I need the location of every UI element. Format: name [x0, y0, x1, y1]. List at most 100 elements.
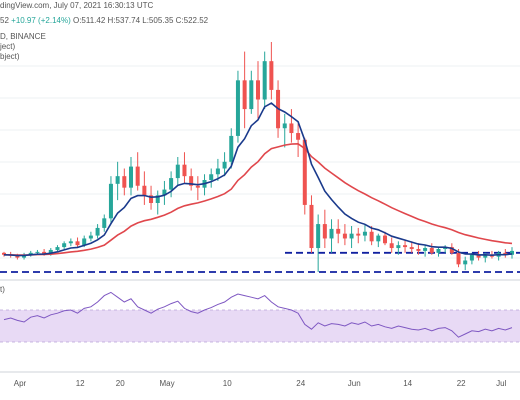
candle-body — [456, 252, 461, 265]
candle-body — [362, 231, 367, 236]
candle-body — [222, 161, 227, 169]
candle-body — [403, 245, 408, 248]
candle-body — [389, 243, 394, 249]
candle-body — [342, 233, 347, 239]
rsi-line — [3, 291, 513, 338]
candle-body — [35, 251, 40, 253]
open-value: O:511.42 — [72, 16, 106, 25]
candle-body — [302, 139, 307, 205]
candle-body — [369, 231, 374, 242]
candle-body — [255, 80, 261, 100]
candle-body — [349, 233, 354, 239]
candle-body — [195, 185, 200, 188]
moving-average-slow — [4, 142, 513, 256]
candle-body — [396, 245, 401, 249]
candle-body — [15, 255, 20, 258]
header-symbol[interactable]: D, BINANCE — [0, 32, 46, 41]
candle-body — [423, 248, 428, 251]
candle-body — [329, 228, 334, 239]
x-tick-label: May — [159, 379, 174, 388]
rsi-band — [0, 310, 520, 342]
rsi-pane — [0, 309, 520, 343]
candle-body — [135, 166, 140, 186]
candle-body — [48, 249, 53, 254]
x-axis[interactable]: Apr 12 20 May 10 24 Jun 14 22 Jul — [14, 379, 507, 388]
header-ohlc: 52 +10.97 (+2.14%) O:511.42 H:537.74 L:5… — [0, 16, 208, 25]
candle-body — [382, 235, 388, 244]
candle-body — [416, 249, 421, 251]
ohlc-prefix: 52 — [0, 16, 9, 25]
x-tick-label: 10 — [223, 379, 232, 388]
candle-body — [229, 135, 234, 162]
candle-body — [249, 80, 254, 110]
candle-body — [509, 250, 515, 255]
candle-body — [476, 254, 481, 258]
candle-body — [82, 238, 87, 246]
candle-body — [503, 252, 508, 255]
candle-body — [443, 247, 448, 249]
candle-body — [42, 251, 47, 254]
candle-body — [262, 61, 267, 100]
candle-body — [242, 80, 247, 110]
candle-body — [108, 183, 113, 219]
source-text: dingView.com, July 07, 2021 16:30:13 UTC — [0, 1, 154, 10]
candle-body — [189, 176, 194, 186]
grid — [0, 65, 520, 373]
close-value: C:522.52 — [175, 16, 209, 25]
candle-body — [182, 164, 187, 177]
x-tick-label: Jun — [348, 379, 361, 388]
x-tick-label: 20 — [116, 379, 125, 388]
x-tick-label: 14 — [403, 379, 412, 388]
rsi-polyline — [3, 291, 513, 338]
high-value: H:537.74 — [107, 16, 141, 25]
candle-body — [115, 176, 120, 184]
candle-body — [449, 247, 454, 253]
header-source: dingView.com, July 07, 2021 16:30:13 UTC — [0, 1, 153, 10]
candle-body — [469, 254, 474, 261]
low-value: L:505.35 — [142, 16, 174, 25]
candle-body — [169, 178, 174, 190]
candle-body — [336, 228, 341, 234]
candle-body — [269, 61, 274, 90]
x-tick-label: 22 — [457, 379, 466, 388]
candle-body — [102, 218, 107, 228]
symbol-text: D, BINANCE — [0, 32, 46, 41]
candle-body — [436, 249, 441, 253]
candle-body — [75, 241, 80, 246]
x-tick-label: Jul — [496, 379, 506, 388]
candle-body — [356, 233, 361, 236]
candle-body — [55, 247, 60, 250]
moving-averages — [3, 102, 513, 257]
candle-body — [162, 189, 167, 196]
candle-body — [122, 176, 127, 188]
candle-body — [68, 241, 73, 244]
candle-body — [149, 195, 154, 203]
candle-body — [128, 166, 134, 188]
candle-body — [409, 247, 414, 249]
moving-average-fast — [3, 102, 513, 257]
candle-body — [62, 243, 67, 248]
candle-body — [235, 80, 240, 136]
overlay-label-1[interactable]: ject) — [0, 42, 16, 51]
candle-body — [175, 164, 180, 179]
candle-body — [429, 248, 434, 253]
candle-body — [1, 252, 7, 255]
candle-body — [155, 195, 160, 203]
candle-body — [322, 224, 327, 239]
candle-body — [483, 254, 488, 258]
indicator-label[interactable]: t) — [0, 285, 5, 294]
candle-body — [95, 227, 100, 236]
candle-body — [309, 204, 314, 249]
candle-body — [316, 224, 321, 249]
candle-body — [463, 260, 468, 265]
candle-body — [142, 185, 147, 196]
overlay-label-2[interactable]: bject) — [0, 52, 20, 61]
price-levels — [0, 251, 520, 273]
candles — [1, 42, 515, 272]
change-value: +10.97 (+2.14%) — [11, 16, 71, 25]
candle-body — [28, 252, 33, 255]
candle-body — [296, 133, 301, 140]
candle-body — [209, 174, 214, 180]
x-tick-label: 12 — [76, 379, 85, 388]
